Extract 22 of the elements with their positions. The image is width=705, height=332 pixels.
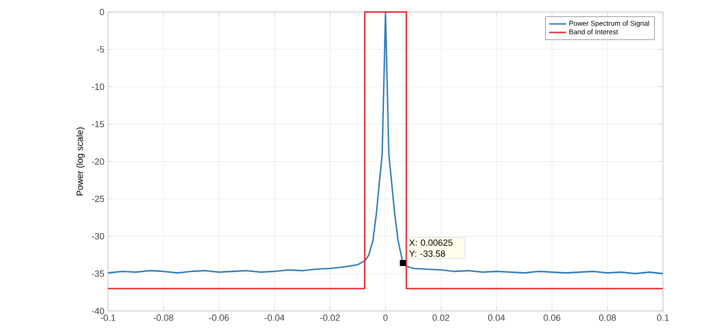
y-tick-label: -25 bbox=[92, 196, 104, 202]
annotation: X: 0.00625 Y: -33.58 bbox=[409, 240, 453, 257]
y-tick-label: -15 bbox=[92, 120, 104, 128]
x-tick-label: 0.06 bbox=[544, 314, 560, 321]
x-tick-label: -0.04 bbox=[264, 314, 284, 321]
y-axis-title: Power (log scale) bbox=[76, 127, 85, 196]
y-tick-label: -30 bbox=[92, 233, 104, 240]
y-tick-label: -10 bbox=[92, 84, 104, 90]
x-tick-label: -0.1 bbox=[100, 314, 116, 321]
x-tick-label: 0.04 bbox=[488, 314, 505, 321]
y-tick-label: -20 bbox=[92, 158, 104, 165]
x-tick-label: 0.1 bbox=[657, 314, 669, 321]
y-tick-label: -5 bbox=[96, 46, 104, 53]
x-tick-label: -0.02 bbox=[320, 314, 340, 321]
x-tick-label: -0.08 bbox=[154, 314, 174, 321]
x-tick-label: 0 bbox=[383, 314, 388, 321]
x-tick-label: 0.02 bbox=[432, 314, 450, 321]
y-tick-label: -40 bbox=[92, 308, 104, 314]
x-tick-label: 0.08 bbox=[599, 314, 616, 321]
x-tick-label: -0.06 bbox=[209, 314, 229, 321]
y-tick-label: 0 bbox=[100, 8, 104, 16]
y-tick-label: -35 bbox=[92, 270, 104, 277]
